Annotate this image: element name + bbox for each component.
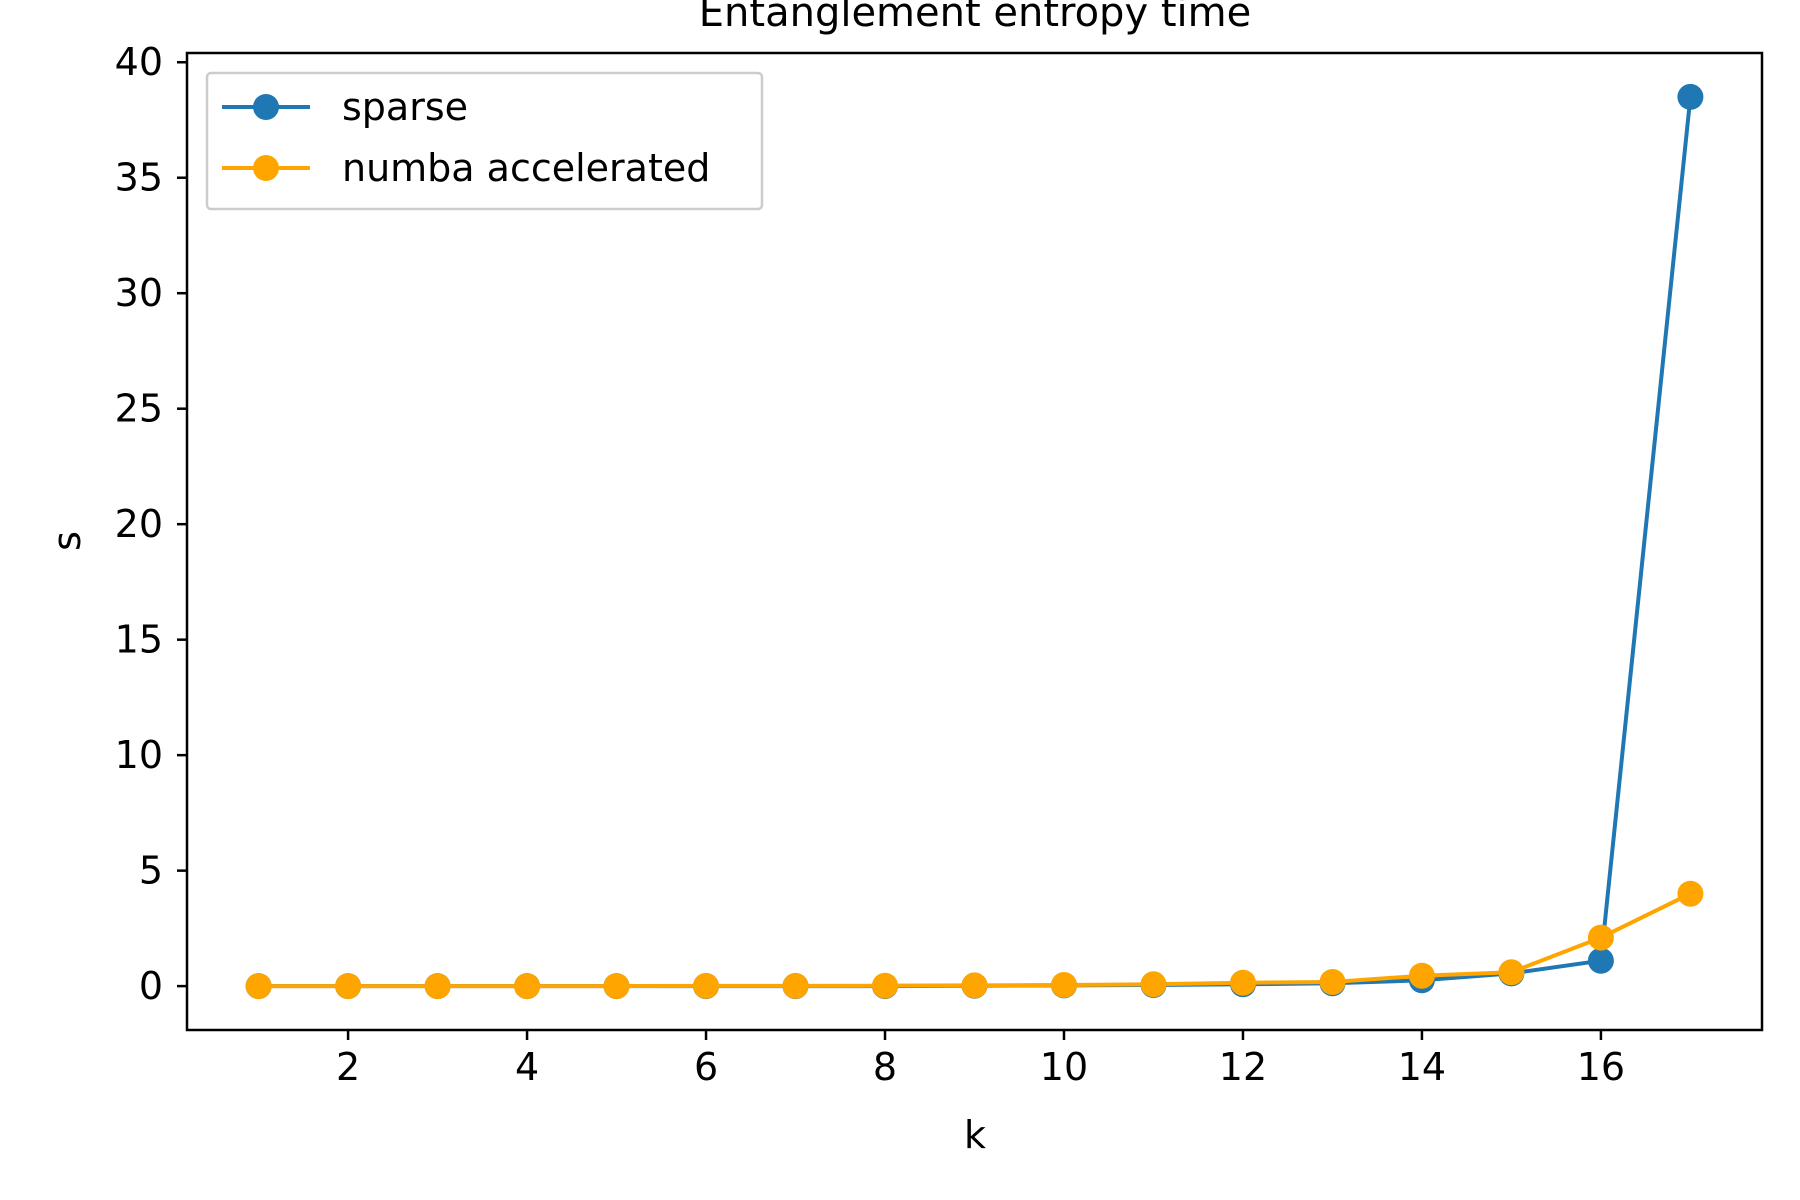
data-point-numba-accelerated (1408, 962, 1435, 989)
x-tick-label: 2 (336, 1045, 360, 1089)
data-point-numba-accelerated (603, 973, 630, 1000)
data-point-numba-accelerated (1587, 924, 1614, 951)
data-point-numba-accelerated (961, 972, 988, 999)
data-point-numba-accelerated (424, 973, 451, 1000)
data-point-sparse (1677, 83, 1704, 110)
series-layer (245, 83, 1704, 1000)
data-point-sparse (1587, 947, 1614, 974)
legend-label-numba-accelerated: numba accelerated (342, 146, 710, 190)
y-tick-label: 40 (115, 40, 163, 84)
plot-area (187, 53, 1762, 1030)
x-tick-label: 16 (1577, 1045, 1625, 1089)
legend-box (205, 71, 764, 211)
data-point-numba-accelerated (1498, 959, 1525, 986)
x-tick-label: 4 (515, 1045, 539, 1089)
y-tick-label: 20 (115, 502, 163, 546)
y-tick-label: 0 (139, 964, 163, 1008)
y-tick-label: 10 (115, 733, 163, 777)
x-tick-label: 12 (1219, 1045, 1267, 1089)
data-point-numba-accelerated (872, 972, 898, 999)
plot-frame (185, 51, 1764, 1032)
chart-title: Entanglement entropy time (699, 0, 1251, 36)
data-point-numba-accelerated (514, 973, 541, 1000)
y-tick-label: 35 (115, 156, 163, 200)
data-point-numba-accelerated (693, 972, 719, 999)
x-tick-label: 10 (1040, 1045, 1088, 1089)
data-point-numba-accelerated (1319, 969, 1346, 995)
x-tick-label: 6 (694, 1045, 718, 1089)
data-point-numba-accelerated (782, 972, 809, 999)
y-tick-label: 15 (115, 618, 163, 662)
x-tick-label: 8 (873, 1045, 897, 1089)
x-tick-label: 14 (1398, 1045, 1446, 1089)
x-axis-label: k (964, 1113, 986, 1157)
y-axis-ticks: 0 5 10 15 20 25 30 35 40 (115, 40, 187, 1008)
y-tick-label: 30 (115, 271, 163, 315)
legend-swatch-marker-numba-accelerated (253, 155, 279, 181)
data-point-numba-accelerated (245, 973, 272, 1000)
legend-swatch-marker-sparse (253, 94, 279, 120)
y-tick-label: 25 (115, 387, 163, 431)
legend-label-sparse: sparse (342, 85, 468, 129)
x-axis-ticks: 2 4 6 8 10 12 14 16 (336, 1030, 1625, 1089)
data-point-numba-accelerated (1140, 971, 1167, 998)
y-tick-label: 5 (139, 849, 163, 893)
y-axis-label: s (45, 531, 89, 551)
data-point-numba-accelerated (1230, 969, 1256, 996)
data-point-numba-accelerated (1051, 972, 1077, 998)
data-point-numba-accelerated (1677, 880, 1704, 907)
data-point-numba-accelerated (335, 973, 362, 1000)
legend: sparse numba accelerated (205, 71, 764, 211)
